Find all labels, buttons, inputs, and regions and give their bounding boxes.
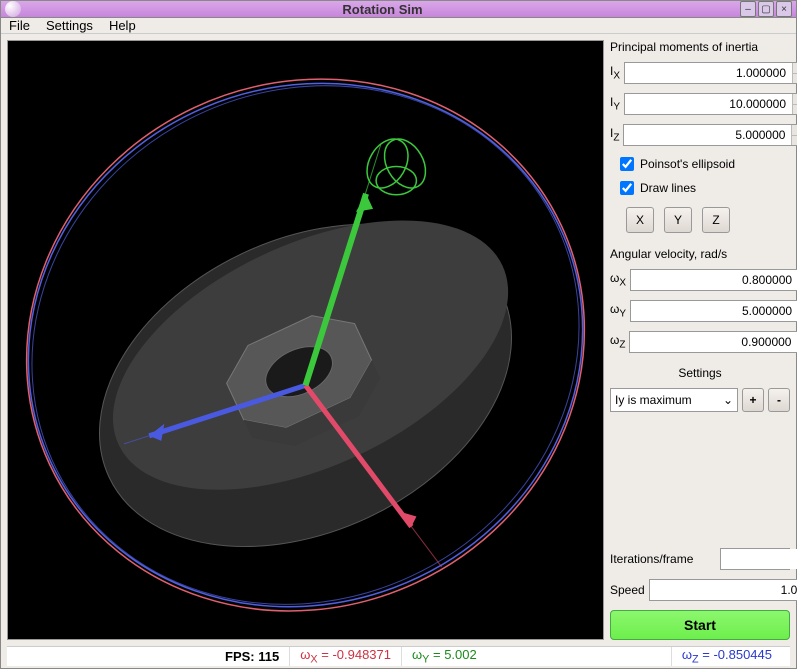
speed-spinbox[interactable]: ▲▼ [649, 579, 797, 601]
settings-dropdown[interactable]: Iy is maximum ⌄ [610, 388, 738, 412]
window-title: Rotation Sim [25, 2, 740, 17]
poinsot-checkbox[interactable] [620, 157, 634, 171]
drawlines-checkbox[interactable] [620, 181, 634, 195]
fps-readout: FPS: 115 [215, 649, 289, 664]
status-wz: ωZ = -0.850445 [671, 647, 782, 666]
start-button[interactable]: Start [610, 610, 790, 640]
app-window: Rotation Sim – ▢ × File Settings Help [0, 0, 797, 669]
app-icon [5, 1, 21, 17]
chevron-down-icon: ⌄ [723, 393, 733, 407]
iz-up[interactable]: ▲ [792, 125, 797, 136]
moments-heading: Principal moments of inertia [610, 40, 790, 54]
titlebar: Rotation Sim – ▢ × [1, 1, 796, 18]
axis-y-button[interactable]: Y [664, 207, 692, 233]
iy-input[interactable] [625, 94, 792, 114]
wz-input[interactable] [630, 332, 797, 352]
settings-selected: Iy is maximum [615, 393, 692, 407]
wx-input[interactable] [631, 270, 797, 290]
iz-spinbox[interactable]: ▲▼ [623, 124, 797, 146]
close-button[interactable]: × [776, 1, 792, 17]
menu-help[interactable]: Help [109, 18, 136, 33]
wz-label: ωZ [610, 333, 625, 350]
maximize-button[interactable]: ▢ [758, 1, 774, 17]
wx-spinbox[interactable]: ▲▼ [630, 269, 797, 291]
ix-down[interactable]: ▼ [793, 74, 797, 84]
iy-spinbox[interactable]: ▲▼ [624, 93, 797, 115]
ix-input[interactable] [625, 63, 792, 83]
sidebar: Principal moments of inertia IX ▲▼ IY ▲▼… [610, 40, 790, 640]
poinsot-label: Poinsot's ellipsoid [640, 157, 735, 171]
ix-spinbox[interactable]: ▲▼ [624, 62, 797, 84]
ix-up[interactable]: ▲ [793, 63, 797, 74]
settings-heading: Settings [610, 366, 790, 380]
iter-input[interactable] [721, 549, 797, 569]
axis-z-button[interactable]: Z [702, 207, 730, 233]
wy-label: ωY [610, 302, 626, 319]
iter-label: Iterations/frame [610, 552, 716, 566]
statusbar: FPS: 115 ωX = -0.948371 ωY = 5.002 ωZ = … [7, 646, 790, 666]
iz-down[interactable]: ▼ [792, 136, 797, 146]
trace-curl [359, 132, 434, 196]
menu-settings[interactable]: Settings [46, 18, 93, 33]
minimize-button[interactable]: – [740, 1, 756, 17]
axis-x-button[interactable]: X [626, 207, 654, 233]
iy-down[interactable]: ▼ [793, 105, 797, 115]
iz-input[interactable] [624, 125, 791, 145]
drawlines-label: Draw lines [640, 181, 696, 195]
wy-spinbox[interactable]: ▲▼ [630, 300, 797, 322]
menu-file[interactable]: File [9, 18, 30, 33]
wy-input[interactable] [631, 301, 797, 321]
scene-svg [8, 41, 603, 639]
settings-remove-button[interactable]: - [768, 388, 790, 412]
ix-label: IX [610, 64, 620, 81]
menubar: File Settings Help [1, 18, 796, 34]
viewport-3d[interactable] [7, 40, 604, 640]
iter-spinbox[interactable]: ▲▼ [720, 548, 790, 570]
wx-label: ωX [610, 271, 626, 288]
wz-spinbox[interactable]: ▲▼ [629, 331, 797, 353]
status-wx: ωX = -0.948371 [289, 647, 401, 666]
status-wy: ωY = 5.002 [401, 647, 487, 666]
iz-label: IZ [610, 126, 619, 143]
iy-label: IY [610, 95, 620, 112]
iy-up[interactable]: ▲ [793, 94, 797, 105]
settings-add-button[interactable]: + [742, 388, 764, 412]
speed-input[interactable] [650, 580, 797, 600]
angvel-heading: Angular velocity, rad/s [610, 247, 790, 261]
speed-label: Speed [610, 583, 645, 597]
